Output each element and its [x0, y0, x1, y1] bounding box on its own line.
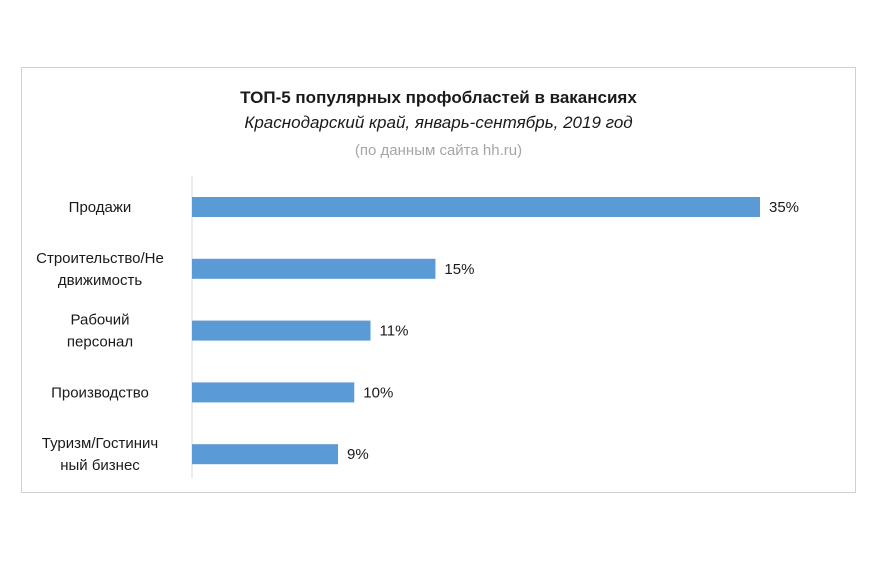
- chart-subtitle: Краснодарский край, январь-сентябрь, 201…: [244, 113, 633, 132]
- category-label-4: Туризм/Гостинич ный бизнес: [42, 435, 158, 474]
- category-label-2: Рабочий персонал: [67, 312, 133, 351]
- bar-1: [192, 258, 436, 279]
- bar-2: [192, 320, 371, 341]
- bar-0: [192, 197, 760, 217]
- data-label-1: 15%: [444, 261, 474, 278]
- category-label-3: Производство: [51, 384, 149, 401]
- bar-chart-plot: 35% Продажи 15% Строительство/Не движимость 1…: [36, 176, 799, 478]
- category-label-1: Строительство/Не движимость: [36, 250, 164, 289]
- category-label-0: Продажи: [69, 199, 132, 216]
- data-label-4: 9%: [347, 446, 369, 463]
- data-label-0: 35%: [769, 199, 799, 216]
- bar-3: [192, 382, 355, 403]
- data-label-2: 11%: [380, 323, 409, 340]
- chart-frame: ТОП-5 популярных профобластей в вакансия…: [21, 67, 856, 493]
- chart-title: ТОП-5 популярных профобластей в вакансия…: [240, 88, 637, 107]
- data-label-3: 10%: [363, 384, 393, 401]
- chart-source-note: (по данным сайта hh.ru): [354, 142, 523, 159]
- bar-4: [192, 444, 339, 465]
